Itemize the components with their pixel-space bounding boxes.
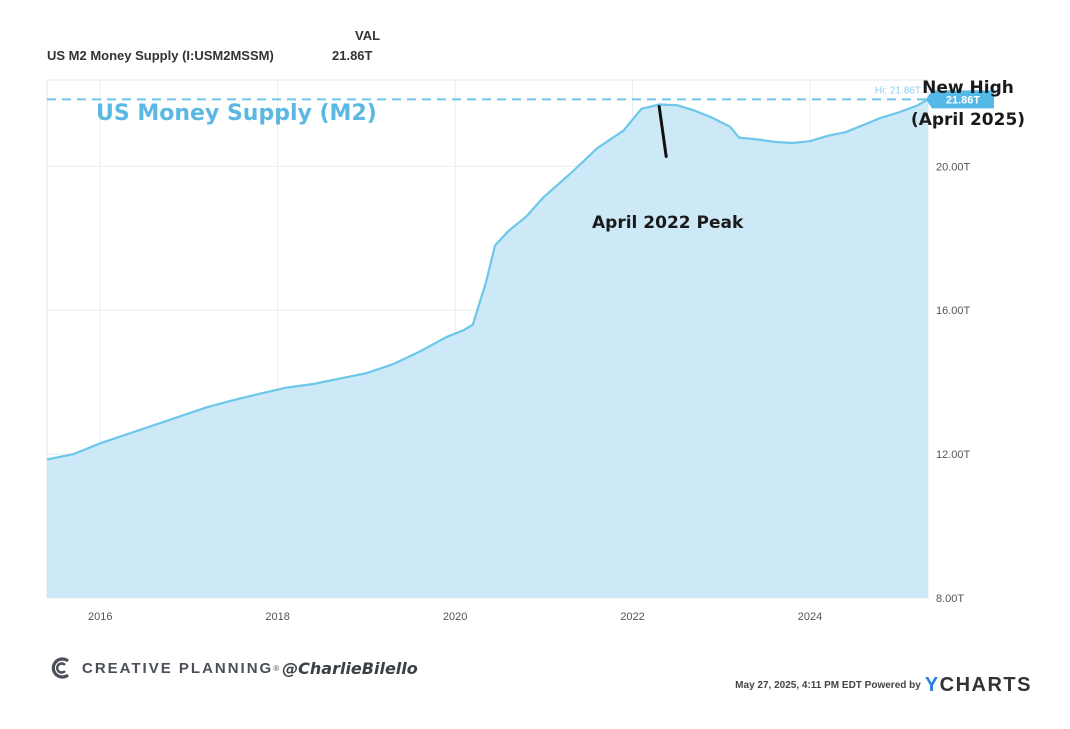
x-tick-label: 2018 (265, 611, 289, 623)
x-tick-label: 2020 (443, 611, 467, 623)
creative-planning-branding: CREATIVE PLANNING ® @CharlieBilello (50, 656, 418, 680)
chart-timestamp: May 27, 2025, 4:11 PM EDT Powered by (735, 680, 921, 691)
ycharts-logo: YCHARTS (925, 674, 1032, 697)
ycharts-logo-y: Y (924, 674, 940, 696)
series-name: US M2 Money Supply (I:USM2MSSM) (47, 48, 274, 63)
y-tick-label: 12.00T (936, 449, 971, 461)
y-tick-label: 16.00T (936, 305, 971, 317)
current-value: 21.86T (332, 48, 373, 63)
high-value-label: Hi: 21.86T (875, 85, 921, 96)
series-line (46, 98, 929, 461)
series-area-fill (47, 99, 928, 599)
last-value-badge-text: 21.86T (946, 94, 981, 106)
value-column-heading: VAL (355, 28, 381, 43)
last-value-badge (926, 90, 994, 109)
brand-registered-mark: ® (273, 663, 280, 673)
peak-annotation: April 2022 Peak (592, 213, 744, 233)
x-tick-label: 2024 (798, 611, 822, 623)
new-high-date-annotation: (April 2025) (911, 110, 1025, 130)
y-tick-label: 8.00T (936, 593, 964, 605)
y-tick-label: 20.00T (936, 161, 971, 173)
brand-name: CREATIVE PLANNING (82, 659, 274, 677)
ycharts-logo-text: CHARTS (939, 674, 1032, 696)
x-tick-label: 2022 (620, 611, 644, 623)
author-handle: @CharlieBilello (282, 658, 418, 678)
ycharts-credit: May 27, 2025, 4:11 PM EDT Powered by YCH… (735, 674, 1032, 697)
x-tick-label: 2016 (88, 611, 112, 623)
creative-planning-logo-icon (51, 657, 70, 679)
chart-title: US Money Supply (M2) (96, 101, 377, 126)
new-high-annotation: New High (922, 78, 1014, 98)
peak-pointer-line (657, 104, 668, 158)
